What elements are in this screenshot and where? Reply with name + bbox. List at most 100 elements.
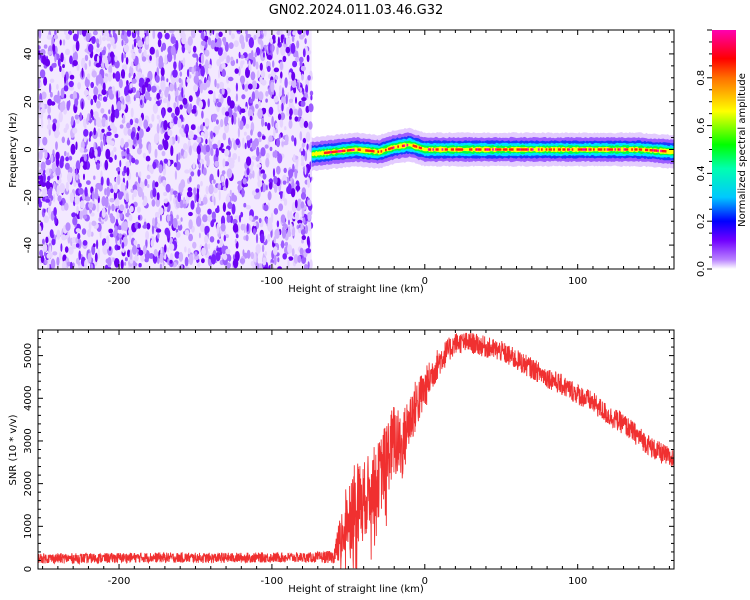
noise-blob <box>293 86 297 94</box>
noise-blob <box>50 233 55 239</box>
signal-track-core <box>469 148 471 151</box>
noise-blob <box>151 85 157 93</box>
noise-blob <box>303 120 309 128</box>
noise-blob <box>282 55 287 63</box>
signal-track-core <box>397 145 399 148</box>
noise-blob <box>302 137 307 144</box>
noise-blob <box>114 225 118 237</box>
noise-blob <box>290 188 296 198</box>
noise-blob <box>305 248 312 254</box>
signal-track-core <box>577 148 580 151</box>
noise-blob <box>174 251 180 259</box>
noise-blob <box>162 165 167 176</box>
noise-blob <box>239 34 245 45</box>
noise-blob <box>54 30 57 36</box>
noise-blob <box>154 148 158 159</box>
noise-blob <box>63 56 66 66</box>
noise-blob <box>261 244 265 253</box>
noise-blob <box>140 254 145 262</box>
signal-track-core <box>537 148 540 151</box>
noise-blob <box>282 191 285 202</box>
noise-blob <box>281 102 284 112</box>
noise-blob <box>286 106 290 115</box>
noise-blob <box>197 126 201 134</box>
noise-blob <box>156 92 161 100</box>
noise-blob <box>52 122 57 132</box>
noise-blob <box>143 49 147 58</box>
noise-blob <box>200 180 203 187</box>
noise-blob <box>258 100 262 107</box>
noise-blob <box>257 179 263 188</box>
signal-track-core <box>563 148 566 151</box>
noise-blob <box>197 202 200 213</box>
noise-blob <box>148 165 154 173</box>
noise-blob <box>169 30 175 34</box>
noise-blob <box>108 246 112 251</box>
noise-blob <box>188 95 193 102</box>
noise-blob <box>252 170 255 179</box>
noise-blob <box>307 261 310 269</box>
noise-blob <box>141 56 147 62</box>
noise-blob <box>131 52 136 60</box>
signal-track-core <box>631 148 633 151</box>
noise-blob <box>59 183 65 194</box>
noise-blob <box>121 150 125 157</box>
signal-track-core <box>437 148 439 151</box>
noise-blob <box>107 206 110 216</box>
noise-blob <box>43 208 46 213</box>
noise-blob <box>252 263 255 269</box>
noise-blob <box>156 256 160 264</box>
spectrogram-y-tick-label: 40 <box>23 48 34 61</box>
noise-blob <box>131 78 137 84</box>
noise-blob <box>284 37 287 45</box>
noise-blob <box>279 61 284 71</box>
signal-track-core <box>568 148 571 151</box>
noise-blob <box>217 47 223 56</box>
noise-blob <box>60 87 65 98</box>
noise-blob <box>301 253 305 264</box>
noise-blob <box>246 156 252 166</box>
noise-blob <box>110 122 115 130</box>
noise-blob <box>242 177 247 185</box>
noise-blob <box>221 170 226 175</box>
noise-blob <box>63 85 69 92</box>
signal-track-core <box>651 149 653 152</box>
noise-blob <box>163 120 168 131</box>
noise-blob <box>168 220 172 227</box>
noise-blob <box>137 206 141 213</box>
noise-blob <box>167 247 170 253</box>
noise-blob <box>305 84 309 94</box>
noise-blob <box>89 112 92 124</box>
noise-blob <box>99 132 103 141</box>
noise-blob <box>188 233 194 242</box>
noise-blob <box>148 96 152 102</box>
noise-blob <box>264 122 268 127</box>
noise-blob <box>300 229 306 236</box>
colorbar-tick-label: 0.0 <box>696 261 707 277</box>
noise-blob <box>245 204 251 210</box>
noise-blob <box>75 168 78 177</box>
noise-blob <box>303 30 306 38</box>
noise-blob <box>75 160 81 171</box>
noise-blob <box>270 81 275 93</box>
noise-blob <box>134 159 139 165</box>
signal-track-core <box>519 148 522 151</box>
noise-blob <box>176 153 179 164</box>
noise-blob <box>96 43 100 48</box>
noise-blob <box>78 187 84 195</box>
noise-blob <box>162 98 168 104</box>
noise-blob <box>242 137 245 149</box>
noise-blob <box>52 62 57 68</box>
noise-blob <box>309 90 314 96</box>
noise-blob <box>200 83 203 94</box>
noise-blob <box>148 123 153 129</box>
noise-blob <box>40 243 44 248</box>
noise-blob <box>308 121 313 130</box>
snr-x-tick-label: -200 <box>108 576 131 587</box>
noise-blob <box>101 196 106 207</box>
noise-blob <box>224 148 230 157</box>
noise-blob <box>184 266 190 269</box>
noise-blob <box>62 39 66 46</box>
noise-blob <box>117 174 121 185</box>
noise-blob <box>262 260 267 266</box>
